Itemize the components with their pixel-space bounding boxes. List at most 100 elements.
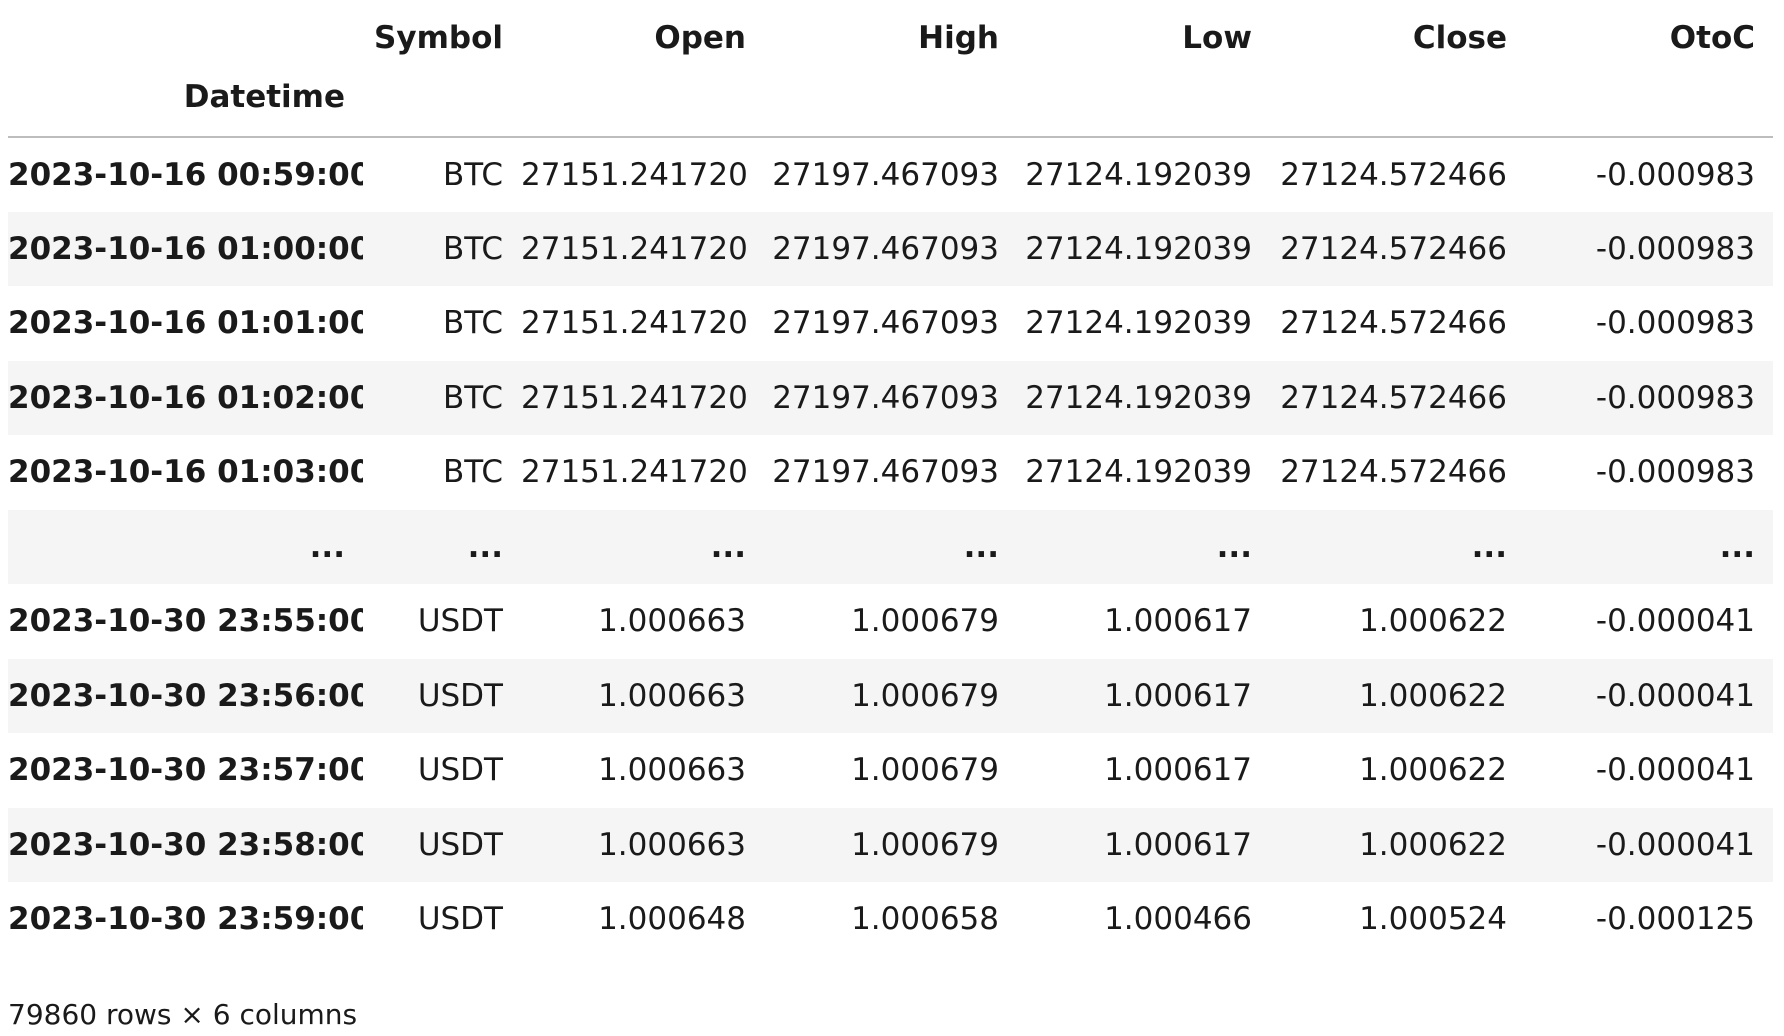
table-row: 2023-10-16 01:01:00 BTC 27151.241720 27197.… [8,286,1773,361]
symbol-cell: BTC [442,230,503,267]
high-cell: 27197.467093 [772,156,999,193]
symbol-cell: ... [467,528,503,565]
low-cell: ... [1216,528,1252,565]
row-index-label: 2023-10-30 23:57:00 [8,752,363,789]
column-header-open: Open [654,20,746,56]
open-cell: ... [710,528,746,565]
close-cell: 1.000622 [1359,603,1507,640]
low-cell: 27124.192039 [1025,454,1252,491]
table-row: 2023-10-16 01:03:00 BTC 27151.241720 27197.… [8,435,1773,510]
symbol-cell: BTC [442,305,503,342]
symbol-cell: BTC [442,379,503,416]
dataframe-shape-note: 79860 rows × 6 columns [8,998,358,1031]
low-cell: 27124.192039 [1025,305,1252,342]
row-index-label: 2023-10-30 23:58:00 [8,826,363,863]
column-header-otoc: OtoC [1669,20,1755,56]
table-body: 2023-10-16 00:59:00 BTC 27151.241720 27197.… [8,137,1773,957]
open-cell: 1.000648 [598,901,746,938]
index-name-row: Datetime [8,58,1773,138]
close-cell: 1.000622 [1359,752,1507,789]
index-row-blank [363,58,521,138]
row-index-label: 2023-10-30 23:59:00 [8,901,363,938]
symbol-cell: USDT [417,826,503,863]
table-row: 2023-10-30 23:57:00 USDT 1.000663 1.000679 1… [8,733,1773,808]
row-index-label: 2023-10-16 00:59:00 [8,156,363,193]
row-index-label: 2023-10-30 23:56:00 [8,677,363,714]
row-index-label: 2023-10-16 01:03:00 [8,454,363,491]
index-name-header: Datetime [8,58,363,138]
low-cell: 1.000617 [1104,603,1252,640]
otoc-cell: -0.000125 [1595,901,1755,938]
close-cell: 27124.572466 [1280,379,1507,416]
table-row: 2023-10-30 23:55:00 USDT 1.000663 1.000679 1… [8,584,1773,659]
open-cell: 1.000663 [598,677,746,714]
dataframe-table: Symbol Open High Low Close OtoC Datetime… [8,0,1773,957]
close-cell: 27124.572466 [1280,156,1507,193]
close-cell: 1.000524 [1359,901,1507,938]
open-cell: 27151.241720 [521,454,748,491]
close-cell: 27124.572466 [1280,454,1507,491]
column-header-close: Close [1412,20,1507,56]
dataframe-output: Symbol Open High Low Close OtoC Datetime… [8,0,1773,957]
otoc-cell: -0.000041 [1595,603,1755,640]
index-row-blank [1525,58,1773,138]
row-index-label: ... [309,528,345,565]
high-cell: 27197.467093 [772,230,999,267]
column-header-low: Low [1182,20,1252,56]
low-cell: 1.000617 [1104,752,1252,789]
otoc-cell: -0.000041 [1595,752,1755,789]
corner-cell [8,0,363,58]
table-row: 2023-10-30 23:56:00 USDT 1.000663 1.000679 1… [8,658,1773,733]
high-cell: 1.000679 [851,826,999,863]
low-cell: 27124.192039 [1025,379,1252,416]
table-row: 2023-10-16 01:02:00 BTC 27151.241720 27197.… [8,360,1773,435]
open-cell: 27151.241720 [521,305,748,342]
row-index-label: 2023-10-16 01:00:00 [8,230,363,267]
low-cell: 27124.192039 [1025,230,1252,267]
open-cell: 27151.241720 [521,230,748,267]
high-cell: 27197.467093 [772,379,999,416]
column-header-symbol: Symbol [374,20,503,56]
open-cell: 1.000663 [598,603,746,640]
otoc-cell: ... [1719,528,1755,565]
open-cell: 27151.241720 [521,379,748,416]
otoc-cell: -0.000983 [1595,305,1755,342]
index-row-blank [1017,58,1270,138]
low-cell: 27124.192039 [1025,156,1252,193]
otoc-cell: -0.000983 [1595,230,1755,267]
close-cell: 27124.572466 [1280,305,1507,342]
row-index-label: 2023-10-16 01:02:00 [8,379,363,416]
symbol-cell: USDT [417,603,503,640]
open-cell: 1.000663 [598,752,746,789]
index-row-blank [1270,58,1525,138]
low-cell: 1.000466 [1104,901,1252,938]
high-cell: ... [963,528,999,565]
high-cell: 1.000679 [851,677,999,714]
otoc-cell: -0.000041 [1595,826,1755,863]
low-cell: 1.000617 [1104,677,1252,714]
table-row: 2023-10-16 01:00:00 BTC 27151.241720 27197.… [8,211,1773,286]
high-cell: 1.000658 [851,901,999,938]
column-header-row: Symbol Open High Low Close OtoC [8,0,1773,58]
high-cell: 27197.467093 [772,305,999,342]
open-cell: 27151.241720 [521,156,748,193]
index-row-blank [521,58,764,138]
symbol-cell: BTC [442,454,503,491]
ellipsis-row: ..................... [8,509,1773,584]
table-row: 2023-10-16 00:59:00 BTC 27151.241720 27197.… [8,137,1773,212]
high-cell: 27197.467093 [772,454,999,491]
open-cell: 1.000663 [598,826,746,863]
column-header-high: High [918,20,999,56]
close-cell: 1.000622 [1359,677,1507,714]
otoc-cell: -0.000983 [1595,454,1755,491]
row-index-label: 2023-10-16 01:01:00 [8,305,363,342]
high-cell: 1.000679 [851,603,999,640]
symbol-cell: USDT [417,752,503,789]
table-row: 2023-10-30 23:58:00 USDT 1.000663 1.000679 1… [8,807,1773,882]
index-row-blank [764,58,1017,138]
symbol-cell: USDT [417,677,503,714]
low-cell: 1.000617 [1104,826,1252,863]
symbol-cell: BTC [442,156,503,193]
otoc-cell: -0.000041 [1595,677,1755,714]
otoc-cell: -0.000983 [1595,156,1755,193]
